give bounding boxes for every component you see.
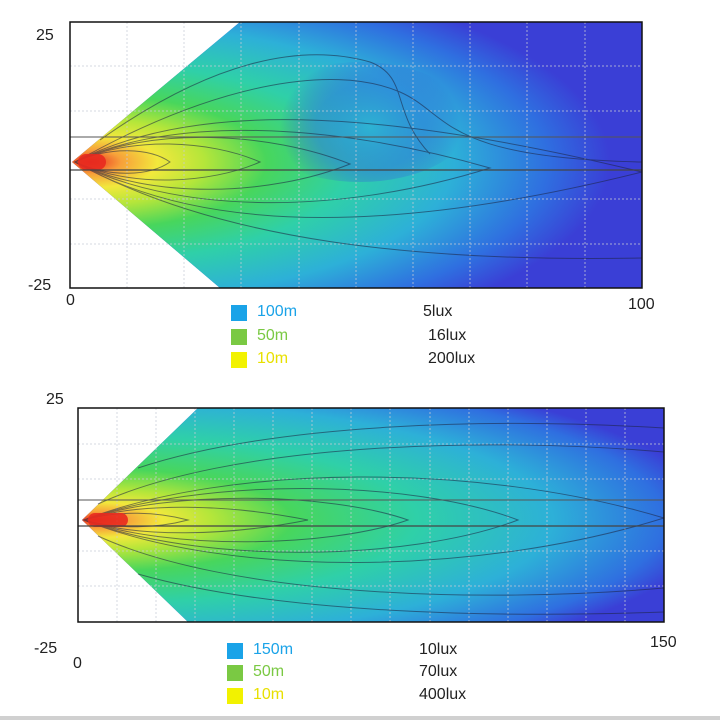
legend-item: 10m 400lux xyxy=(227,686,507,706)
chart-1-frame xyxy=(69,21,643,289)
legend-distance: 100m xyxy=(257,303,298,320)
chart-2-frame xyxy=(77,407,665,623)
chart-1-plot xyxy=(69,21,643,289)
chart-2-contours xyxy=(82,423,664,615)
legend-item: 100m 5lux xyxy=(231,303,511,323)
chart-1-y-tick-bottom: -25 xyxy=(28,277,52,294)
chart-2-y-tick-top: 25 xyxy=(46,391,64,408)
legend-item: 10m 200lux xyxy=(231,350,511,370)
chart-1-x-tick-right: 100 xyxy=(628,296,655,313)
legend-illuminance: 70lux xyxy=(419,663,458,680)
legend-illuminance: 5lux xyxy=(423,303,453,320)
legend-swatch-yellow xyxy=(227,688,243,704)
legend-illuminance: 16lux xyxy=(428,327,467,344)
legend-distance: 10m xyxy=(257,350,289,367)
legend-swatch-blue xyxy=(231,305,247,321)
legend-distance: 150m xyxy=(253,641,294,658)
legend-illuminance: 10lux xyxy=(419,641,458,658)
legend-distance: 50m xyxy=(257,327,289,344)
legend-item: 50m 16lux xyxy=(231,327,511,347)
chart-1-upper-lobe xyxy=(250,62,470,182)
legend-item: 50m 70lux xyxy=(227,663,507,683)
chart-2-hot-spot xyxy=(88,513,128,527)
legend-illuminance: 200lux xyxy=(428,350,476,367)
chart-2-x-tick-right: 150 xyxy=(650,634,677,651)
legend-illuminance: 400lux xyxy=(419,686,467,703)
chart-2-y-tick-bottom: -25 xyxy=(34,640,58,657)
legend-swatch-yellow xyxy=(231,352,247,368)
legend-swatch-green xyxy=(227,665,243,681)
legend-swatch-blue xyxy=(227,643,243,659)
chart-2-beam-gradient xyxy=(82,408,664,622)
chart-1-contours xyxy=(73,54,642,259)
chart-1-x-tick-left: 0 xyxy=(66,292,75,309)
legend-swatch-green xyxy=(231,329,247,345)
chart-1-hot-spot xyxy=(78,154,106,170)
legend-distance: 10m xyxy=(253,686,285,703)
chart-2-x-tick-left: 0 xyxy=(73,655,82,672)
chart-2-plot xyxy=(77,407,665,623)
bottom-divider xyxy=(0,716,720,720)
chart-2-grid xyxy=(78,408,664,622)
legend-item: 150m 10lux xyxy=(227,641,507,661)
legend-distance: 50m xyxy=(253,663,285,680)
chart-1-y-tick-top: 25 xyxy=(36,27,54,44)
